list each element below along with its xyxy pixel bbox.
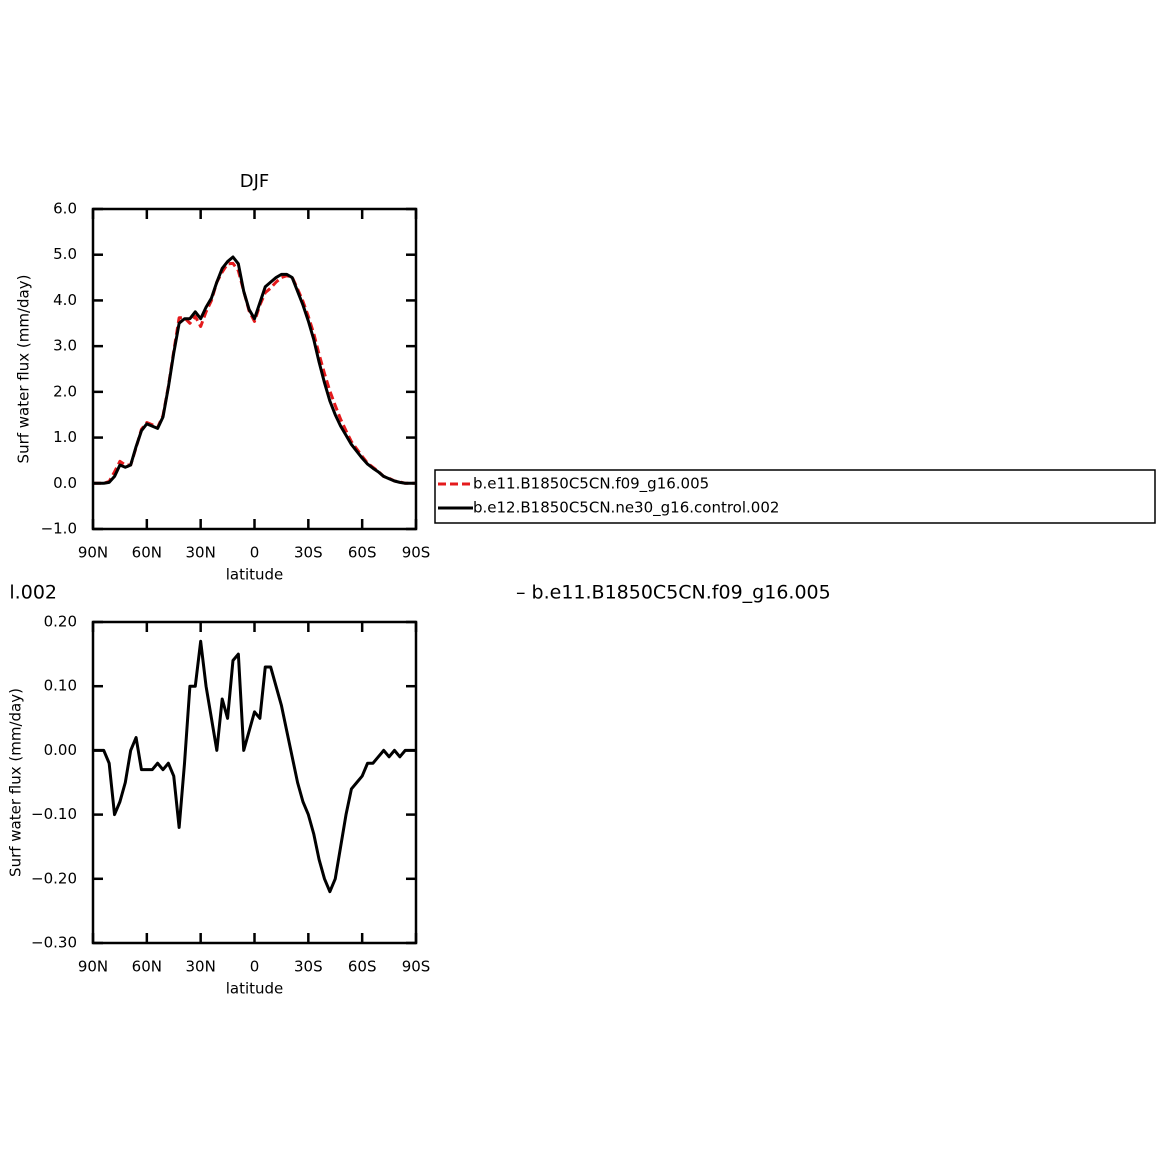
plot-frame [91, 207, 418, 531]
x-tick-label: 30N [186, 958, 216, 976]
x-tick-label: 90N [78, 958, 108, 976]
y-tick-label: 0.20 [44, 613, 77, 631]
y-tick-label: −0.30 [31, 934, 77, 952]
x-tick-label: 0 [250, 958, 260, 976]
series-line [93, 639, 416, 894]
x-tick-label: 0 [250, 544, 260, 562]
legend-box [434, 469, 1156, 524]
legend-label: b.e11.B1850C5CN.f09_g16.005 [473, 475, 709, 494]
x-axis-label: latitude [226, 566, 284, 584]
legend-label: b.e12.B1850C5CN.ne30_g16.control.002 [473, 499, 779, 518]
x-tick-label: 30N [186, 544, 216, 562]
x-tick-label: 90N [78, 544, 108, 562]
y-tick-label: 6.0 [53, 200, 77, 218]
x-tick-label: 60N [132, 544, 162, 562]
x-tick-label: 60S [348, 958, 377, 976]
series-line [93, 261, 416, 485]
x-tick-label: 90S [402, 544, 431, 562]
series-line [93, 255, 416, 485]
y-tick-label: 0.0 [53, 474, 77, 492]
y-tick-label: 5.0 [53, 245, 77, 263]
y-tick-label: 3.0 [53, 337, 77, 355]
x-tick-label: 60N [132, 958, 162, 976]
y-tick-label: 0.00 [44, 741, 77, 759]
y-tick-label: 4.0 [53, 291, 77, 309]
annotation: l.002 [9, 582, 57, 604]
x-tick-label: 30S [294, 958, 323, 976]
y-axis-label: Surf water flux (mm/day) [15, 275, 33, 464]
y-tick-label: −1.0 [41, 520, 77, 538]
x-tick-label: 60S [348, 544, 377, 562]
y-axis-label: Surf water flux (mm/day) [7, 688, 25, 877]
chart-title: DJF [240, 171, 270, 192]
y-tick-label: 2.0 [53, 382, 77, 400]
x-axis-label: latitude [226, 980, 284, 998]
x-tick-label: 90S [402, 958, 431, 976]
y-tick-label: −0.20 [31, 869, 77, 887]
y-tick-label: −0.10 [31, 805, 77, 823]
y-tick-label: 1.0 [53, 428, 77, 446]
y-tick-label: 0.10 [44, 677, 77, 695]
annotation: – b.e11.B1850C5CN.f09_g16.005 [516, 582, 831, 604]
x-tick-label: 30S [294, 544, 323, 562]
plot-frame [91, 620, 418, 945]
